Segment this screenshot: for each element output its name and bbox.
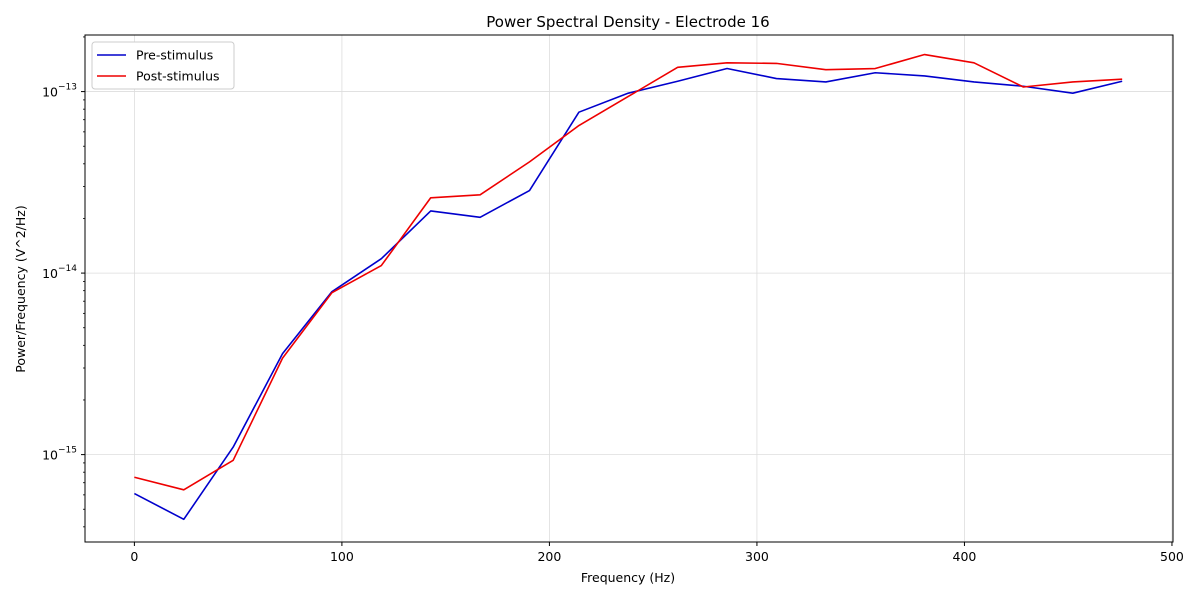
y-axis-label: Power/Frequency (V^2/Hz) [13,205,28,372]
legend-label: Pre-stimulus [136,48,213,63]
legend: Pre-stimulus Post-stimulus [91,41,235,90]
x-tick-label: 0 [130,549,138,564]
y-axis-ticks: 10−15 10−14 10−13 [42,36,85,528]
y-tick-label: 10−13 [42,83,77,100]
plot-frame [84,34,1174,543]
legend-label: Post-stimulus [136,69,220,84]
x-tick-label: 400 [953,549,977,564]
x-tick-label: 300 [745,549,769,564]
chart-title: Power Spectral Density - Electrode 16 [486,13,769,31]
grid-lines [85,35,1173,542]
y-tick-label: 10−14 [42,264,77,281]
x-tick-label: 500 [1160,549,1184,564]
x-axis-label: Frequency (Hz) [581,570,675,585]
series-line-post-stimulus [134,53,1123,491]
y-tick-label: 10−15 [42,446,77,463]
x-axis-ticks: 0 100 200 300 400 500 [130,542,1184,564]
legend-box [91,41,235,90]
series-line-pre-stimulus [134,67,1123,521]
plot-lines [134,53,1123,521]
x-tick-label: 100 [330,549,354,564]
x-tick-label: 200 [537,549,561,564]
